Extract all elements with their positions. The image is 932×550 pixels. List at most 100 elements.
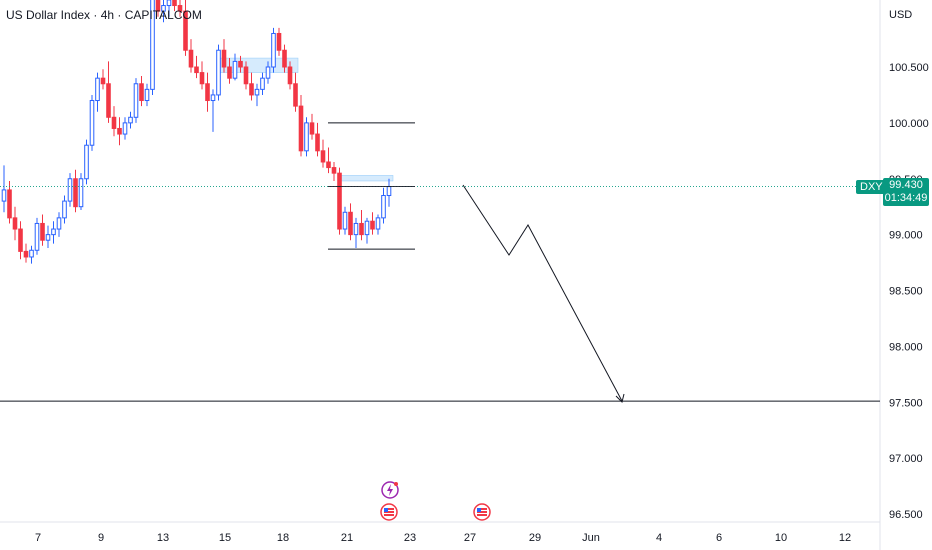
candle-body — [7, 189, 12, 219]
time-tick-label: 4 — [656, 532, 662, 544]
time-tick-label: 29 — [529, 532, 541, 544]
resistance-zone — [339, 175, 394, 182]
candle-body — [304, 122, 309, 152]
candle-body — [381, 195, 386, 219]
price-tick-label: 96.500 — [889, 509, 923, 521]
candle-body — [331, 167, 337, 174]
time-tick-label: 9 — [98, 532, 104, 544]
last-price-tag: 99.430 01:34:49 — [883, 178, 929, 206]
time-tick-label: 15 — [219, 532, 231, 544]
candle-body — [67, 178, 73, 202]
candle-body — [34, 222, 40, 251]
time-tick-label: 10 — [775, 532, 787, 544]
price-tick-label: 100.500 — [889, 62, 929, 74]
candle-body — [111, 116, 117, 129]
price-tick-label: 97.000 — [889, 453, 923, 465]
candle-body — [100, 77, 106, 85]
candle-body — [287, 66, 293, 85]
candle-body — [95, 77, 100, 102]
candle-body — [271, 32, 276, 68]
candle-body — [155, 0, 161, 12]
candle-body — [348, 211, 353, 236]
time-tick-label: 23 — [404, 532, 416, 544]
candles-layer — [1, 0, 392, 264]
currency-label[interactable]: USD — [889, 9, 913, 21]
candle-body — [227, 66, 232, 79]
time-tick-label: 13 — [157, 532, 169, 544]
candle-body — [150, 0, 155, 90]
time-tick-label: 12 — [839, 532, 851, 544]
candle-body — [172, 0, 177, 7]
chart-title: US Dollar Index · 4h · CAPITALCOM — [6, 8, 202, 22]
candle-body — [337, 172, 342, 230]
candle-body — [89, 100, 95, 146]
candle-body — [23, 250, 29, 258]
candle-body — [298, 105, 304, 152]
candle-body — [106, 83, 111, 118]
candle-body — [254, 88, 260, 96]
time-tick-label: 18 — [277, 532, 289, 544]
candle-body — [84, 144, 89, 180]
us-flag-event-icon[interactable] — [380, 503, 398, 521]
candle-body — [326, 161, 331, 169]
economic-events[interactable] — [380, 481, 491, 521]
candle-body — [78, 178, 84, 208]
projection-path — [462, 184, 623, 402]
bar-countdown: 01:34:49 — [884, 192, 928, 204]
price-tick-label: 97.500 — [889, 397, 923, 409]
time-tick-label: 27 — [464, 532, 476, 544]
candle-body — [45, 234, 51, 241]
candle-body — [210, 94, 216, 102]
candle-body — [364, 220, 370, 236]
candle-body — [265, 66, 271, 79]
candle-body — [315, 133, 320, 152]
candle-body — [29, 249, 34, 258]
candle-body — [386, 186, 392, 197]
last-price-value: 99.430 — [889, 179, 923, 191]
candle-body — [122, 122, 128, 135]
candle-body — [117, 127, 122, 135]
candle-body — [205, 83, 210, 102]
candle-body — [139, 83, 144, 102]
candle-body — [62, 200, 67, 219]
candle-body — [1, 189, 7, 202]
candle-body — [133, 83, 139, 118]
candle-body — [260, 77, 265, 90]
candle-body — [353, 222, 359, 236]
candle-body — [199, 72, 205, 85]
candle-body — [216, 49, 221, 96]
candle-body — [183, 10, 188, 51]
plot-area — [0, 0, 880, 522]
candle-body — [128, 116, 133, 124]
candle-body — [293, 83, 298, 107]
price-tick-label: 98.000 — [889, 341, 923, 353]
candle-body — [73, 178, 78, 208]
time-axis[interactable]: 7 9 13 15 18 21 23 27 29 Jun 4 6 10 12 — [35, 532, 851, 544]
candle-body — [12, 217, 18, 230]
time-tick-label: 7 — [35, 532, 41, 544]
symbol-tag: DXY — [856, 180, 887, 194]
chart-background — [0, 0, 881, 550]
candle-body — [249, 83, 254, 96]
candle-body — [40, 222, 45, 241]
candle-body — [18, 228, 23, 252]
candle-body — [342, 211, 348, 230]
candle-body — [177, 5, 183, 12]
candle-body — [282, 49, 287, 68]
price-tick-label: 99.000 — [889, 230, 923, 242]
candle-body — [188, 49, 194, 68]
price-axis[interactable]: 96.50097.00097.50098.00098.50099.00099.5… — [889, 62, 929, 521]
us-flag-event-icon[interactable] — [473, 503, 491, 521]
candle-body — [359, 222, 364, 236]
candle-body — [238, 60, 243, 68]
projection-arrowhead — [615, 393, 625, 403]
time-tick-label: Jun — [582, 532, 600, 544]
candle-body — [56, 217, 62, 230]
candle-body — [161, 5, 166, 12]
flash-event-icon[interactable] — [381, 481, 399, 499]
price-tick-label: 100.000 — [889, 118, 929, 130]
candle-body — [375, 217, 381, 230]
time-tick-label: 6 — [716, 532, 722, 544]
candle-body — [166, 0, 172, 7]
